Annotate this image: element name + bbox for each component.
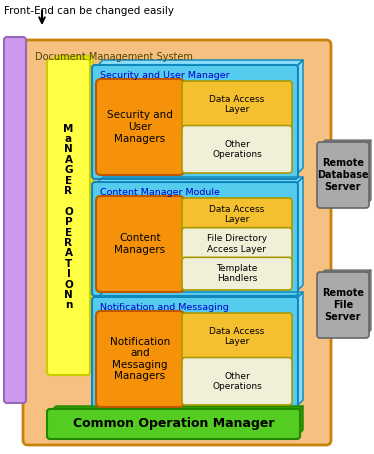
FancyBboxPatch shape	[182, 357, 292, 405]
FancyBboxPatch shape	[182, 227, 292, 260]
Polygon shape	[320, 140, 371, 145]
FancyBboxPatch shape	[182, 81, 292, 128]
Text: Document Management System: Document Management System	[35, 52, 193, 62]
FancyBboxPatch shape	[317, 142, 369, 208]
Text: Front-End can be changed easily: Front-End can be changed easily	[4, 6, 174, 16]
Text: Notification and Messaging: Notification and Messaging	[100, 303, 229, 312]
Text: Other
Operations: Other Operations	[212, 371, 262, 391]
Text: Content
Managers: Content Managers	[114, 233, 166, 255]
Text: Remote
Database
Server: Remote Database Server	[317, 158, 369, 192]
Polygon shape	[295, 177, 303, 293]
Text: Data Access
Layer: Data Access Layer	[209, 327, 265, 346]
Polygon shape	[295, 292, 303, 408]
FancyBboxPatch shape	[47, 409, 300, 439]
Polygon shape	[295, 60, 303, 176]
FancyBboxPatch shape	[182, 125, 292, 173]
Text: Remote
File
Server: Remote File Server	[322, 288, 364, 321]
FancyBboxPatch shape	[4, 37, 26, 403]
FancyBboxPatch shape	[96, 79, 184, 175]
FancyBboxPatch shape	[182, 313, 292, 360]
Text: Content Manager Module: Content Manager Module	[100, 188, 220, 197]
Polygon shape	[95, 292, 303, 300]
FancyBboxPatch shape	[317, 272, 369, 338]
Text: Other
Operations: Other Operations	[212, 139, 262, 159]
Text: Common Operation Manager: Common Operation Manager	[73, 418, 274, 430]
FancyBboxPatch shape	[23, 40, 331, 445]
Polygon shape	[87, 56, 93, 372]
FancyBboxPatch shape	[182, 198, 292, 231]
Text: File Directory
Access Layer: File Directory Access Layer	[207, 234, 267, 254]
FancyBboxPatch shape	[47, 59, 90, 375]
FancyBboxPatch shape	[182, 257, 292, 290]
Polygon shape	[366, 270, 371, 335]
Text: Data Access
Layer: Data Access Layer	[209, 205, 265, 224]
Polygon shape	[95, 177, 303, 185]
Text: Data Access
Layer: Data Access Layer	[209, 95, 265, 114]
FancyBboxPatch shape	[92, 65, 298, 179]
Text: Notification
and
Messaging
Managers: Notification and Messaging Managers	[110, 336, 170, 381]
Polygon shape	[50, 406, 303, 412]
Text: M
a
N
A
G
E
R
 
O
P
E
R
A
T
I
O
N
n: M a N A G E R O P E R A T I O N n	[63, 123, 74, 311]
FancyBboxPatch shape	[92, 182, 298, 296]
FancyBboxPatch shape	[92, 297, 298, 411]
Text: Template
Handlers: Template Handlers	[216, 264, 258, 283]
Polygon shape	[95, 60, 303, 68]
FancyBboxPatch shape	[96, 196, 184, 292]
Polygon shape	[297, 406, 303, 436]
Polygon shape	[320, 270, 371, 275]
Text: Security and
User
Managers: Security and User Managers	[107, 110, 173, 143]
Text: Security and User Manager: Security and User Manager	[100, 71, 230, 80]
Polygon shape	[50, 56, 93, 62]
FancyBboxPatch shape	[96, 311, 184, 407]
Polygon shape	[366, 140, 371, 205]
